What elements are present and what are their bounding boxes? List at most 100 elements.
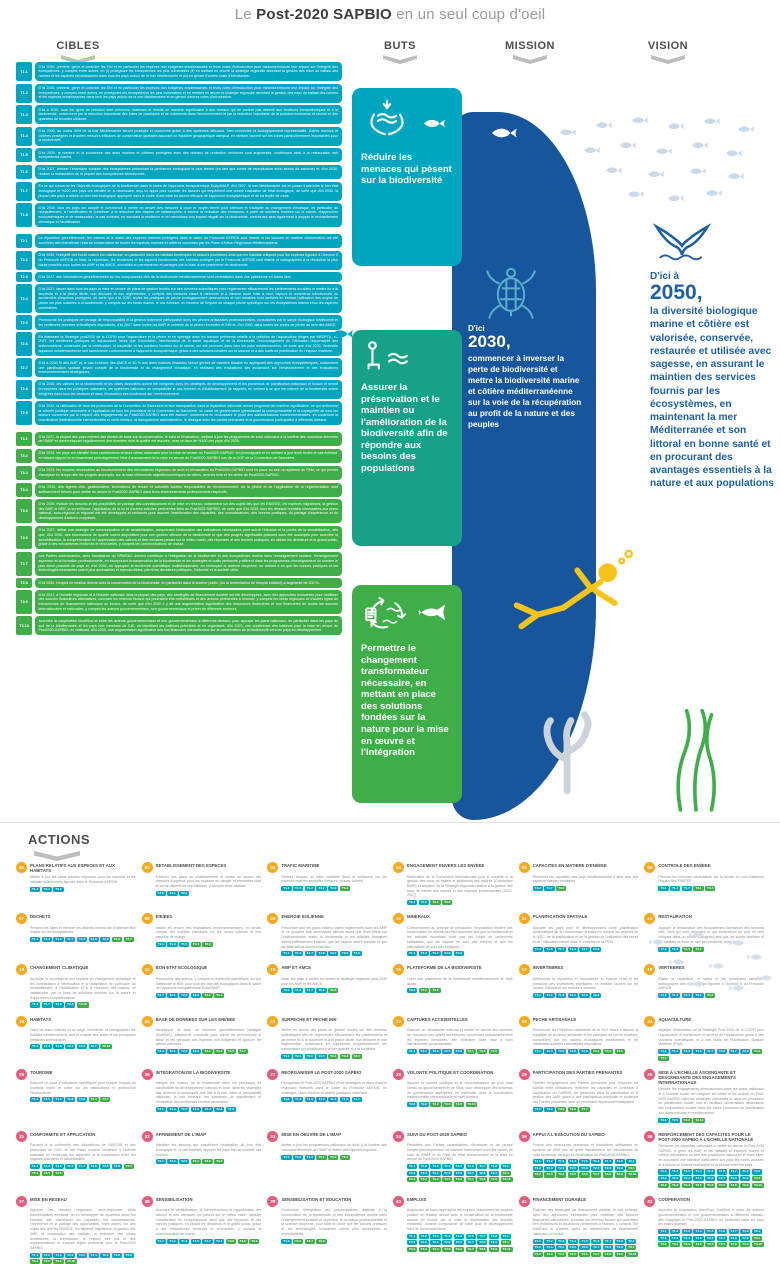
- target-tag: T1.1: [281, 885, 292, 892]
- target-tag: T2.3: [190, 1048, 201, 1055]
- action-target-tags: T2.1 T2.2 T2.3 T3.1 T3.2 T3.5: [281, 1154, 387, 1160]
- mission-panel: D'ici 2030, commencer à inverser la pert…: [452, 112, 596, 820]
- action-title: Vertebres: [658, 965, 685, 971]
- target-tag: T2.9: [351, 951, 362, 957]
- target-tag: T3.7: [716, 1242, 728, 1248]
- target-tag: T2.4: [681, 1235, 692, 1241]
- action-head: 27 Reorganiser le Post-2020 SAPBIO: [267, 1068, 387, 1080]
- fish-icon: [606, 167, 623, 174]
- fish-icon: [492, 128, 517, 138]
- down-arrow-icon: [34, 851, 80, 861]
- target-tag: T2.9: [488, 1240, 500, 1246]
- target-tag: T1.5: [453, 1163, 464, 1170]
- target-tag: T1.6: [53, 1097, 64, 1103]
- target-text: D'ici 2027, lancer dans tous les pays la…: [34, 284, 342, 313]
- action-title: Integration de la biodiversite: [155, 1069, 231, 1075]
- target-tag: T1.7: [670, 993, 681, 999]
- target-tag: T2.9: [614, 1165, 625, 1171]
- target-tag: T2.9: [418, 1102, 429, 1108]
- action-head: 05 Capacites en matiere d'ENI/EEE: [518, 862, 639, 873]
- target-tag: T1.8: [740, 1229, 751, 1235]
- action-number-badge: 22: [392, 1015, 404, 1027]
- target-id-badge: T3.6: [16, 525, 32, 550]
- target-tag: T1.1: [658, 1229, 669, 1235]
- action-number-badge: 01: [16, 862, 27, 873]
- action-target-tags: T1.1 T1.2 T1.3 T1.6 T1.7 T2.6 T2.7 T2.9 T3.4 T3.7: [658, 1048, 764, 1061]
- action-target-tags: T1.7 T2.1 T2.2 T2.3 T3.1 T3.4: [155, 993, 262, 999]
- person-shore-icon: [361, 340, 453, 374]
- target-tag: T1.1: [406, 1163, 418, 1170]
- target-tag: T2.8: [442, 951, 453, 957]
- action-number-badge: 26: [141, 1068, 153, 1080]
- target-tag: T1.5: [155, 890, 166, 896]
- action-description: Accroître la coopération Nord/Sud, Sud/S…: [658, 1208, 764, 1227]
- target-id-badge: T1.1: [16, 62, 32, 82]
- target-text: La répartition géoréférencée, les valeur…: [34, 233, 342, 249]
- target-tag: T3.1: [693, 885, 704, 892]
- target-tag: T1.5: [53, 1163, 64, 1170]
- action-title: Mise en reseau: [30, 1196, 67, 1202]
- action-number-badge: 32: [141, 1130, 153, 1142]
- target-tag: T1.4: [442, 1163, 453, 1170]
- target-tag: T1.1: [155, 1238, 166, 1244]
- target-tag: T1.6: [65, 1163, 76, 1170]
- action-head: 14 Bon etat ecologique: [141, 964, 262, 976]
- target-tag: T1.3: [304, 1097, 315, 1103]
- target-tag: T2.9: [740, 1048, 751, 1055]
- action-card-01: 01 Plans relatifs aux especes et aux habi…: [16, 862, 136, 905]
- action-title: Sensibilisation: [155, 1196, 193, 1202]
- target-tag: T1.2: [670, 885, 681, 892]
- target-text: D'ici 2030, l'intégrité des fonds marins…: [34, 250, 342, 270]
- target-tag: T2.6: [111, 1252, 123, 1258]
- target-T3.6: T3.6 D'ici 2027, définir une stratégie de…: [16, 525, 342, 550]
- target-tag: T3.2: [214, 1048, 225, 1055]
- target-id-badge: T1.7: [16, 181, 32, 201]
- action-card-36: 36 Renforcement des capacites pour le Pos…: [644, 1130, 764, 1188]
- action-head: 34 Suivi du Post-2020 SAPBIO: [392, 1130, 513, 1142]
- target-tag: T2.9: [100, 937, 111, 943]
- action-target-tags: T1.1 T1.2 T1.3 T1.4 T1.5 T1.6 T1.7 T1.8 T2.1 T2.2…: [658, 1229, 764, 1248]
- target-tag: T2.9: [225, 1106, 237, 1112]
- target-tag: T2.6: [453, 1170, 464, 1176]
- action-number-badge: 40: [392, 1195, 404, 1207]
- target-tag: T3.9: [53, 1259, 64, 1264]
- target-tag: T2.8: [602, 1165, 614, 1171]
- target-tag: T2.2: [658, 1235, 669, 1241]
- target-tag: T2.4: [76, 937, 88, 943]
- action-description: Promouvoir l'intégration des préoccupati…: [281, 1208, 387, 1236]
- target-tag: T2.9: [111, 1163, 123, 1170]
- action-number-badge: 27: [267, 1068, 279, 1080]
- target-tag: T2.7: [716, 1235, 728, 1241]
- action-number-badge: 38: [141, 1195, 153, 1207]
- action-head: 24 Aquaculture: [644, 1015, 764, 1027]
- target-tag: T1.5: [328, 1097, 339, 1103]
- target-tag: T3.9: [614, 1172, 625, 1178]
- target-tag: T3.8: [477, 1177, 488, 1183]
- target-tag: T3.4: [88, 1097, 99, 1103]
- target-T2.1: T2.1 La répartition géoréférencée, les va…: [16, 233, 342, 249]
- target-tag: T3.3: [544, 1251, 555, 1257]
- action-number-badge: 08: [141, 913, 153, 925]
- goal-box-transformative-change: Permettre le changement transformateur n…: [352, 585, 462, 803]
- target-tag: T3.1: [430, 900, 441, 906]
- target-tag: T1.8: [740, 1169, 751, 1175]
- action-description: Déterminer la répartition et l'abondance…: [532, 976, 639, 991]
- target-tag: T3.4: [293, 1238, 304, 1244]
- target-tag: T1.1: [281, 1053, 292, 1059]
- target-tag: T3.6: [453, 1177, 464, 1183]
- target-tag: T2.5: [693, 1235, 704, 1241]
- action-title: Retablissement des especes: [155, 863, 227, 868]
- target-tag: T2.4: [430, 1048, 441, 1055]
- target-tag: T1.5: [453, 1233, 464, 1239]
- target-text: D'ici 2027, définir une stratégie de com…: [34, 525, 342, 550]
- target-tag: T1.2: [544, 1159, 555, 1165]
- target-tag: T1.4: [693, 1169, 704, 1175]
- target-tag: T2.6: [579, 1245, 590, 1251]
- target-text: D'ici 2030, tous les pays ont adopté et …: [34, 203, 342, 227]
- target-tag: T3.2: [658, 1242, 669, 1248]
- goal-box-reduce-threats: Réduire les menaces qui pèsent sur la bi…: [352, 88, 462, 266]
- target-id-badge: T1.3: [16, 105, 32, 125]
- action-title: Appui a l'execution du SAPBIO: [532, 1131, 605, 1137]
- action-title: Surpeche et peche INN: [281, 1016, 337, 1022]
- target-tag: T1.6: [544, 946, 555, 952]
